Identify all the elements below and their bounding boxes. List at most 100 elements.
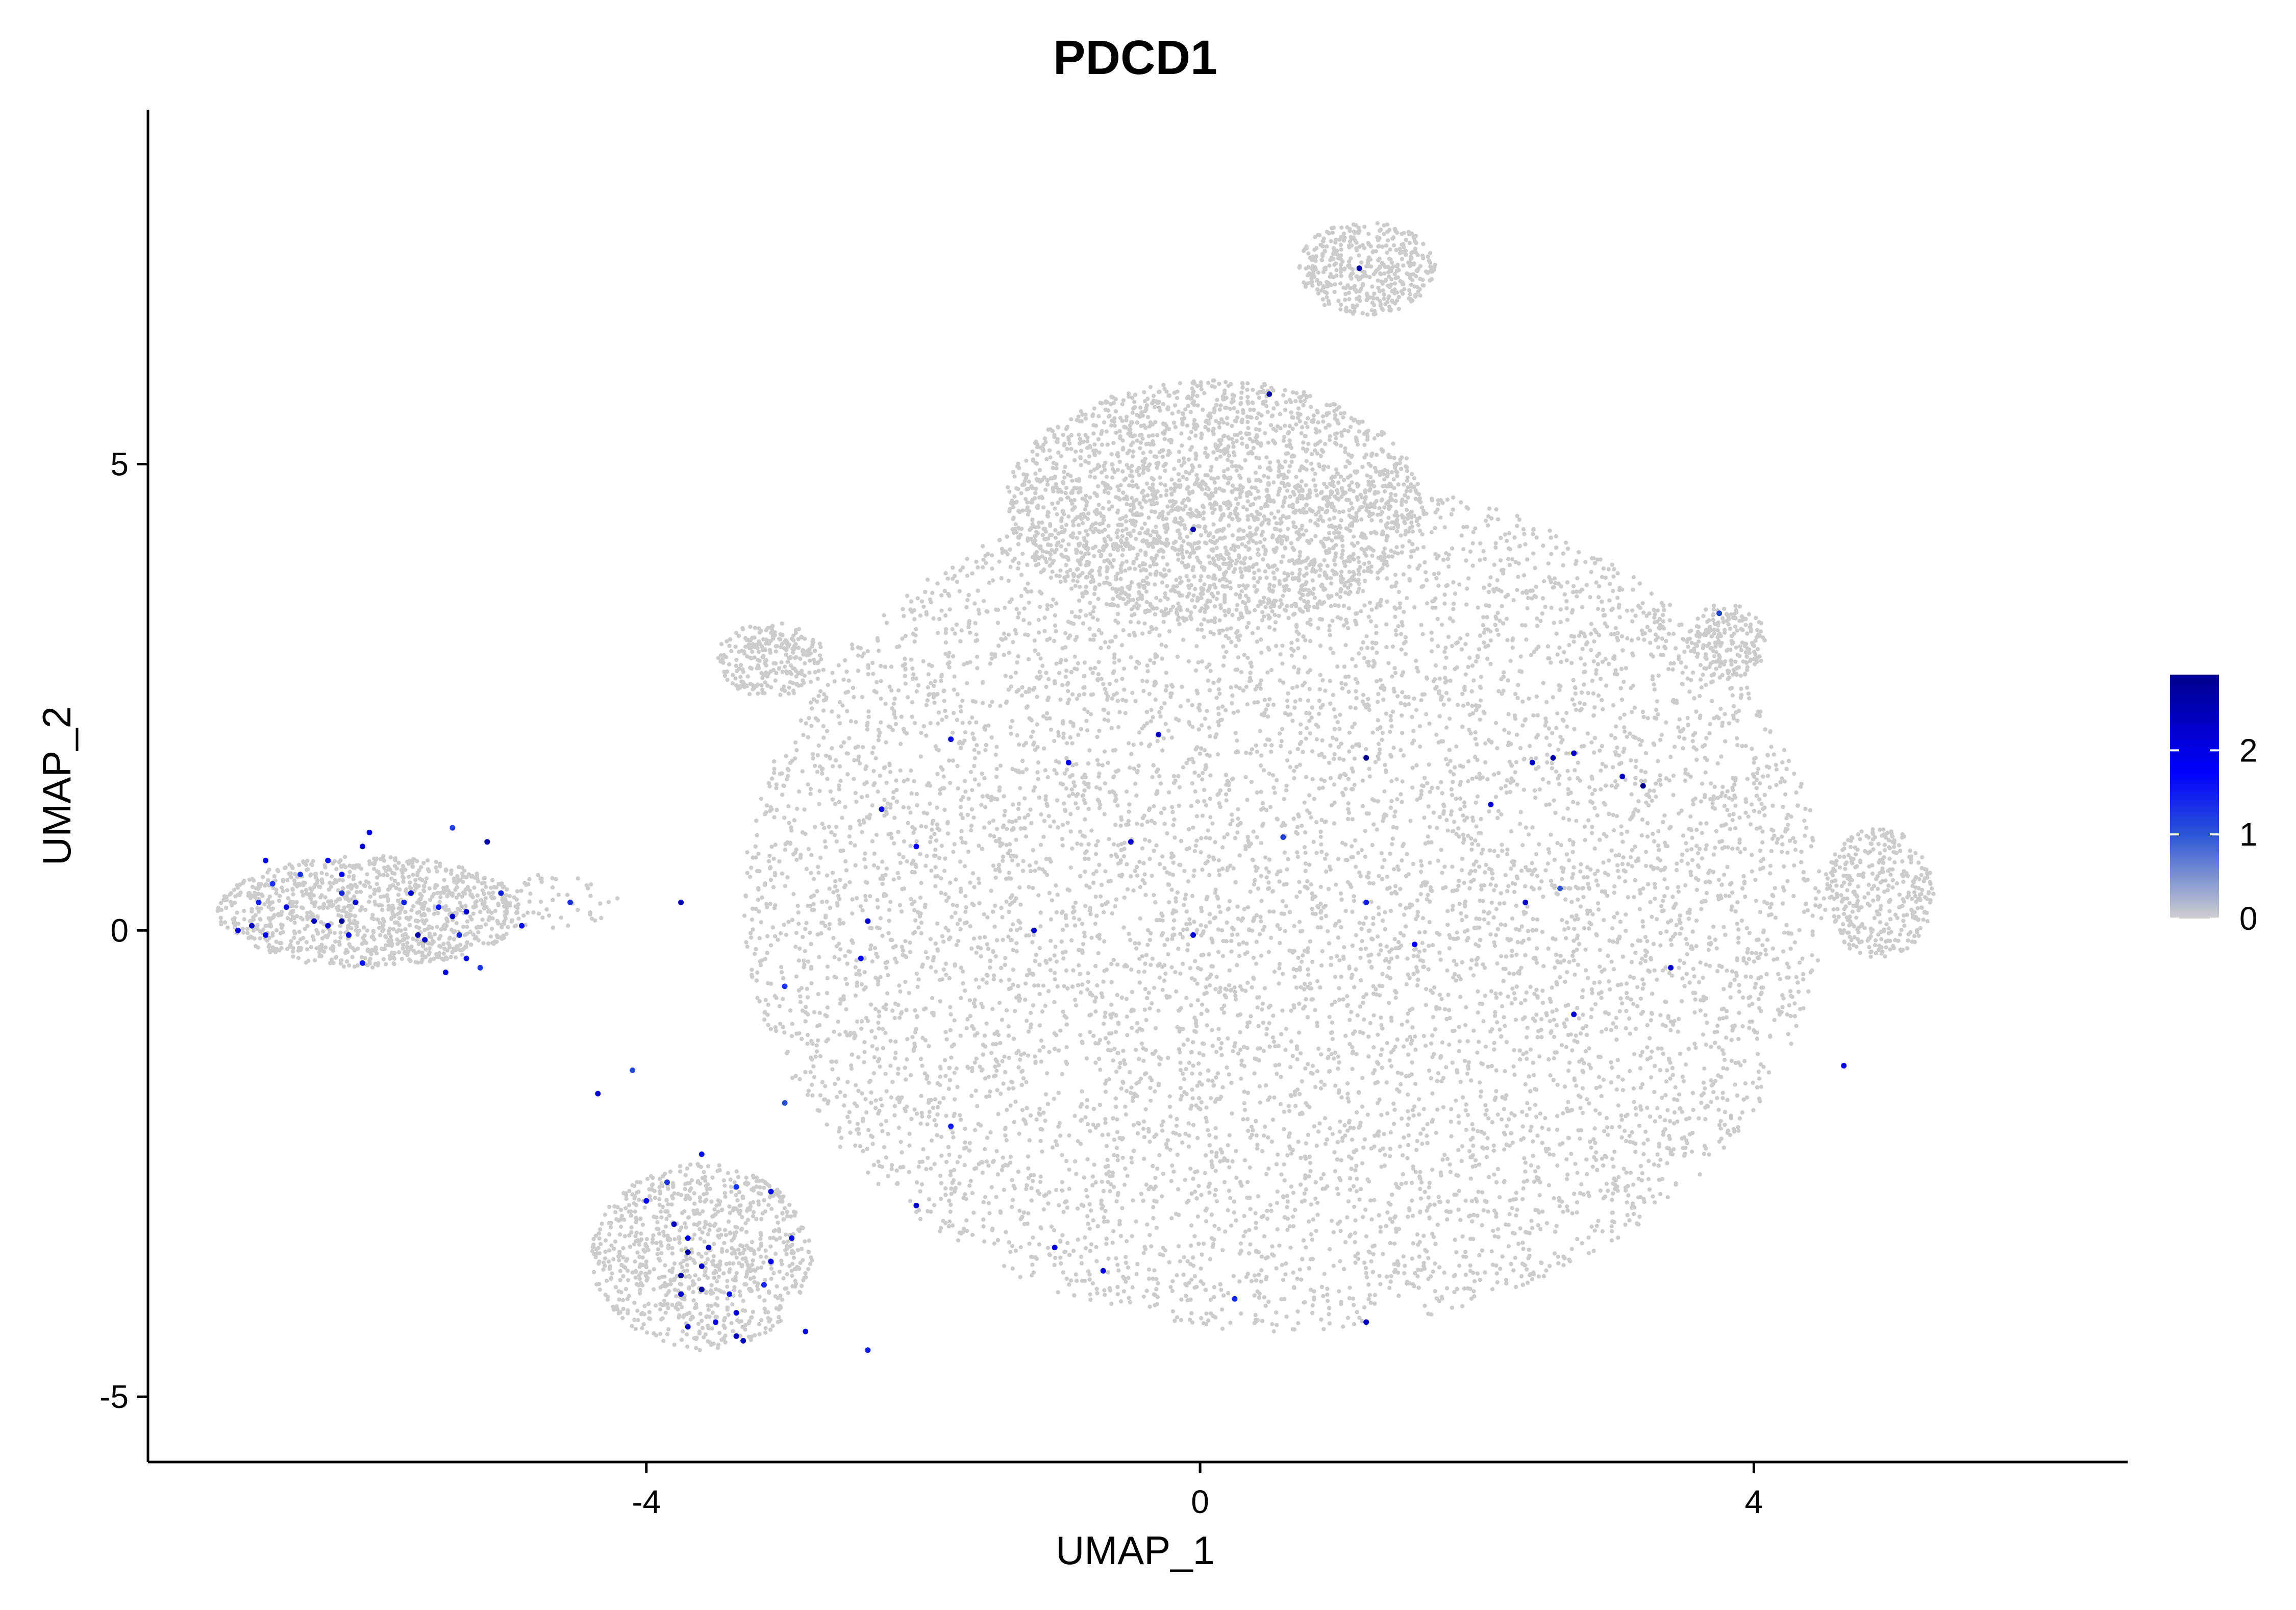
background-cell [1310,906,1314,911]
background-cell [1215,792,1220,797]
background-cell [1204,1322,1209,1327]
background-cell [1167,1104,1172,1109]
background-cell [805,1033,810,1037]
background-cell [1200,1002,1205,1007]
background-cell [1347,1285,1352,1290]
background-cell [1060,1153,1064,1157]
background-cell [1218,910,1223,914]
background-cell [1609,733,1614,738]
background-cell [897,852,902,857]
background-cell [1690,929,1695,934]
background-cell [1703,1086,1707,1091]
background-cell [1085,1214,1090,1219]
background-cell [1404,906,1408,910]
background-cell [1093,995,1099,1000]
background-cell [871,745,876,750]
background-cell [1388,713,1393,719]
background-cell [1159,706,1164,710]
background-cell [1575,1236,1580,1242]
background-cell [1147,1140,1152,1144]
background-cell [1421,1034,1426,1038]
background-cell [1069,586,1074,591]
background-cell [1323,1142,1328,1146]
background-cell [1294,475,1299,479]
background-cell [1586,881,1590,886]
background-cell [1206,678,1210,683]
background-cell [1122,1061,1127,1067]
background-cell [1085,1098,1089,1103]
background-cell [1575,1200,1580,1205]
background-cell [1380,730,1385,735]
background-cell [1310,891,1314,896]
background-cell [1698,1008,1703,1013]
background-cell [1395,797,1400,802]
background-cell [1735,719,1740,723]
background-cell [1664,639,1668,643]
background-cell [1534,1012,1539,1017]
background-cell [1467,1149,1472,1154]
background-cell [861,818,866,823]
background-cell [1246,1251,1252,1256]
background-cell [925,854,929,858]
background-cell [1244,684,1249,689]
background-cell [989,652,994,656]
background-cell [1230,483,1235,488]
background-cell [1304,1141,1308,1146]
background-cell [1579,862,1583,866]
background-cell [1247,1228,1252,1232]
background-cell [745,944,750,949]
background-cell [1268,805,1273,809]
background-cell [1270,1035,1276,1040]
background-cell [933,1097,938,1102]
background-cell [1487,809,1491,814]
background-cell [1453,1237,1457,1242]
background-cell [1289,1039,1293,1044]
background-cell [1780,1005,1785,1009]
background-cell [1101,979,1106,984]
background-cell [1416,1242,1420,1247]
background-cell [1345,1215,1350,1220]
background-cell [830,1067,835,1072]
background-cell [1150,956,1155,961]
background-cell [1350,817,1355,822]
background-cell [1170,1279,1175,1283]
background-cell [1714,946,1719,951]
background-cell [1399,748,1403,753]
background-cell [1252,882,1256,887]
background-cell [1177,785,1182,790]
background-cell [1720,1096,1725,1101]
background-cell [1233,836,1237,840]
background-cell [1610,1219,1615,1224]
background-cell [1571,865,1576,870]
background-cell [1196,660,1201,665]
background-cell [1405,1019,1410,1024]
background-cell [1638,996,1643,1001]
background-cell [1443,646,1448,650]
background-cell [1211,535,1216,539]
background-cell [1142,621,1147,626]
background-cell [1699,685,1704,690]
background-cell [1199,1266,1203,1271]
background-cell [1658,1157,1663,1162]
background-cell [1363,829,1367,833]
background-cell [1194,1103,1199,1108]
background-cell [1022,1051,1027,1056]
background-cell [1715,1024,1720,1028]
background-cell [970,788,975,792]
background-cell [1062,801,1066,806]
background-cell [1486,514,1491,519]
background-cell [966,592,971,598]
background-cell [1617,1009,1622,1013]
background-cell [1323,688,1328,693]
background-cell [1456,826,1461,831]
background-cell [1346,777,1351,781]
background-cell [1124,1260,1129,1265]
background-cell [1195,998,1200,1003]
background-cell [1285,867,1289,872]
background-cell [847,1110,852,1114]
background-cell [1694,844,1699,848]
background-cell [1080,1102,1084,1107]
background-cell [1018,926,1022,931]
background-cell [1184,761,1189,765]
background-cell [1111,1229,1116,1233]
